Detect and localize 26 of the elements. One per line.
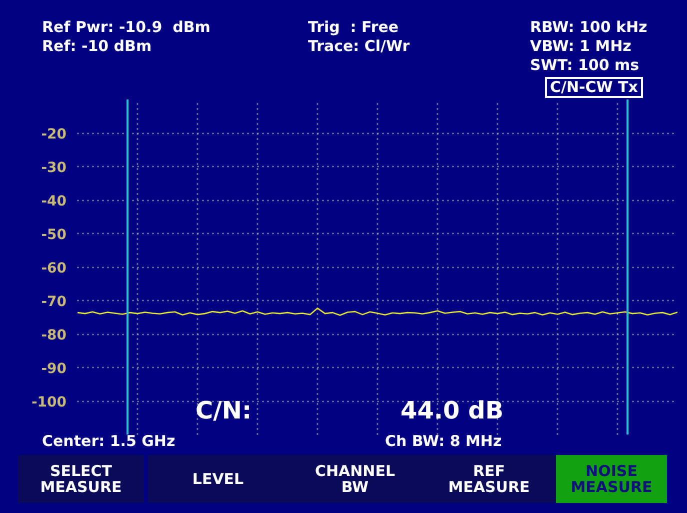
- y-tick-label: -40: [41, 194, 67, 210]
- text: SWT: 100 ms: [530, 56, 640, 74]
- text: LEVEL: [192, 470, 244, 488]
- text: C/N-CW Tx: [545, 77, 643, 98]
- y-tick-label: -80: [41, 328, 67, 344]
- text: Trace: Cl/Wr: [308, 37, 410, 55]
- text: Ref: -10 dBm: [42, 37, 152, 55]
- text: CHANNEL BW: [314, 462, 396, 496]
- annotation: Center: 1.5 GHz: [42, 434, 176, 450]
- y-tick-label: -60: [41, 260, 67, 276]
- text: NOISE MEASURE: [570, 462, 652, 496]
- y-tick-label: -30: [41, 160, 67, 176]
- y-tick-label: -20: [41, 126, 67, 142]
- text: RBW: 100 kHz: [530, 18, 648, 36]
- line-series: [78, 308, 678, 316]
- y-tick-label: -90: [41, 361, 67, 377]
- text: VBW: 1 MHz: [530, 37, 632, 55]
- annotation: 44.0 dB: [400, 396, 504, 424]
- y-tick-label: -70: [41, 294, 67, 310]
- text: Ref Pwr: -10.9 dBm: [42, 18, 210, 36]
- text: SELECT MEASURE: [40, 462, 122, 496]
- y-tick-label: -100: [31, 394, 67, 410]
- y-tick-label: -50: [41, 227, 67, 243]
- annotation: C/N:: [196, 396, 252, 424]
- text: Trig : Free: [308, 18, 399, 36]
- text: REF MEASURE: [448, 462, 530, 496]
